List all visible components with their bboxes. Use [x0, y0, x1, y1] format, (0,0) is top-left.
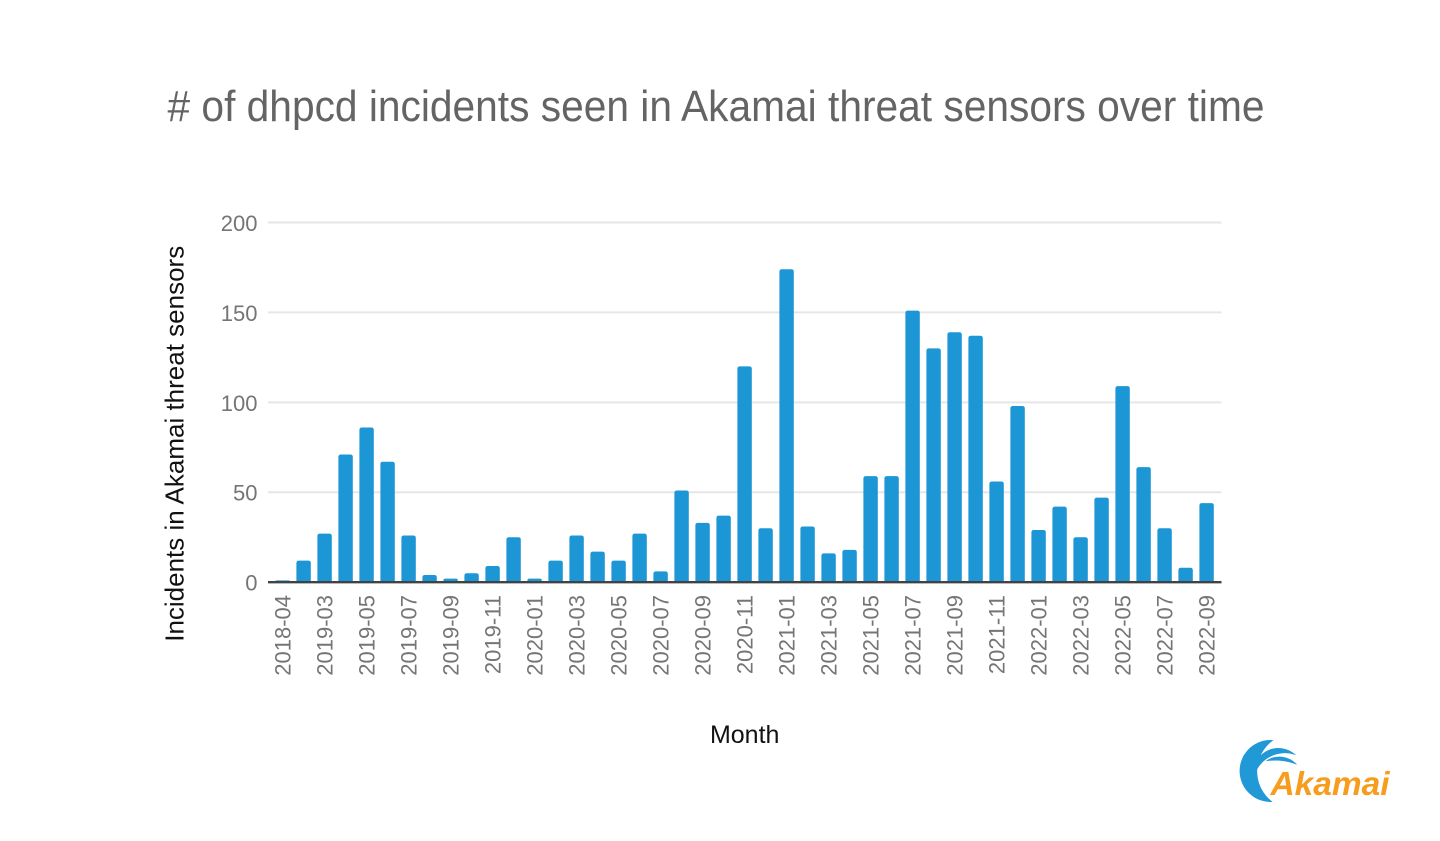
- svg-text:2019-03: 2019-03: [313, 595, 338, 676]
- svg-text:2020-05: 2020-05: [607, 595, 632, 676]
- svg-text:2021-11: 2021-11: [985, 595, 1010, 674]
- svg-text:200: 200: [221, 211, 258, 236]
- svg-text:Akamai: Akamai: [1269, 765, 1390, 802]
- svg-text:2021-03: 2021-03: [817, 595, 842, 676]
- svg-text:2018-04: 2018-04: [271, 595, 296, 676]
- svg-text:2022-01: 2022-01: [1027, 595, 1052, 676]
- svg-text:2022-09: 2022-09: [1195, 595, 1220, 676]
- svg-text:2020-11: 2020-11: [733, 595, 758, 674]
- svg-text:Month: Month: [710, 721, 779, 749]
- svg-text:2020-03: 2020-03: [565, 595, 590, 676]
- svg-text:2020-01: 2020-01: [523, 595, 548, 676]
- svg-text:2021-01: 2021-01: [775, 595, 800, 676]
- svg-text:2019-11: 2019-11: [481, 595, 506, 674]
- svg-text:2022-03: 2022-03: [1069, 595, 1094, 676]
- svg-text:50: 50: [233, 481, 257, 506]
- svg-text:# of dhpcd incidents seen in A: # of dhpcd incidents seen in Akamai thre…: [168, 82, 1265, 131]
- svg-text:2019-05: 2019-05: [355, 595, 380, 676]
- svg-text:0: 0: [245, 571, 257, 596]
- svg-text:2022-05: 2022-05: [1111, 595, 1136, 676]
- svg-text:2019-07: 2019-07: [397, 595, 422, 676]
- svg-text:2022-07: 2022-07: [1153, 595, 1178, 676]
- svg-text:2021-09: 2021-09: [943, 595, 968, 676]
- svg-text:2019-09: 2019-09: [439, 595, 464, 676]
- svg-text:2020-07: 2020-07: [649, 595, 674, 676]
- svg-text:2021-07: 2021-07: [901, 595, 926, 676]
- svg-text:100: 100: [221, 391, 258, 416]
- svg-text:Incidents in Akamai threat sen: Incidents in Akamai threat sensors: [159, 246, 189, 642]
- svg-text:150: 150: [221, 301, 258, 326]
- svg-text:2021-05: 2021-05: [859, 595, 884, 676]
- svg-text:2020-09: 2020-09: [691, 595, 716, 676]
